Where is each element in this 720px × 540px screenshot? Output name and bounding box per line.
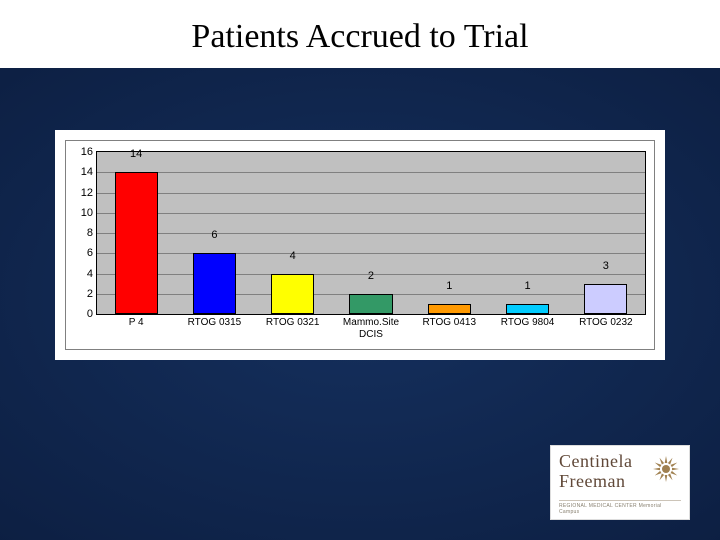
y-tick-label: 6 — [87, 247, 93, 259]
value-label: 3 — [567, 260, 645, 272]
bar-column: 1RTOG 9804 — [488, 152, 566, 314]
bar-column: 3RTOG 0232 — [567, 152, 645, 314]
y-tick-label: 2 — [87, 288, 93, 300]
y-tick-label: 8 — [87, 227, 93, 239]
bar-column: 2Mammo.Site DCIS — [332, 152, 410, 314]
centinela-freeman-logo: Centinela Freeman REGIONAL MEDICAL CENTE… — [550, 445, 690, 520]
value-label: 14 — [97, 148, 175, 160]
title-text: Patients Accrued to Trial — [191, 18, 528, 55]
logo-subtext: REGIONAL MEDICAL CENTER Memorial Campus — [559, 500, 681, 515]
y-tick-label: 10 — [81, 207, 93, 219]
bar — [271, 274, 314, 315]
bar — [506, 304, 549, 314]
y-tick-label: 12 — [81, 187, 93, 199]
bar-column: 6RTOG 0315 — [175, 152, 253, 314]
value-label: 2 — [332, 270, 410, 282]
value-label: 1 — [488, 280, 566, 292]
value-label: 6 — [175, 229, 253, 241]
slide-root: Patients Accrued to Trial 02468101214161… — [0, 0, 720, 540]
bar-column: 4RTOG 0321 — [254, 152, 332, 314]
bar — [193, 253, 236, 314]
bar-column: 14P 4 — [97, 152, 175, 314]
y-tick-label: 14 — [81, 166, 93, 178]
bar — [584, 284, 627, 314]
slide-title: Patients Accrued to Trial — [0, 0, 720, 68]
sun-icon — [651, 454, 681, 484]
bar-column: 1RTOG 0413 — [410, 152, 488, 314]
bar — [428, 304, 471, 314]
x-axis-label: RTOG 0232 — [551, 317, 661, 329]
bar — [349, 294, 392, 314]
value-label: 1 — [410, 280, 488, 292]
y-tick-label: 4 — [87, 268, 93, 280]
chart-container: 024681012141614P 46RTOG 03154RTOG 03212M… — [55, 130, 665, 360]
chart-frame: 024681012141614P 46RTOG 03154RTOG 03212M… — [65, 140, 655, 350]
value-label: 4 — [254, 250, 332, 262]
y-tick-label: 16 — [81, 146, 93, 158]
plot-area: 024681012141614P 46RTOG 03154RTOG 03212M… — [96, 151, 646, 315]
bar — [115, 172, 158, 314]
